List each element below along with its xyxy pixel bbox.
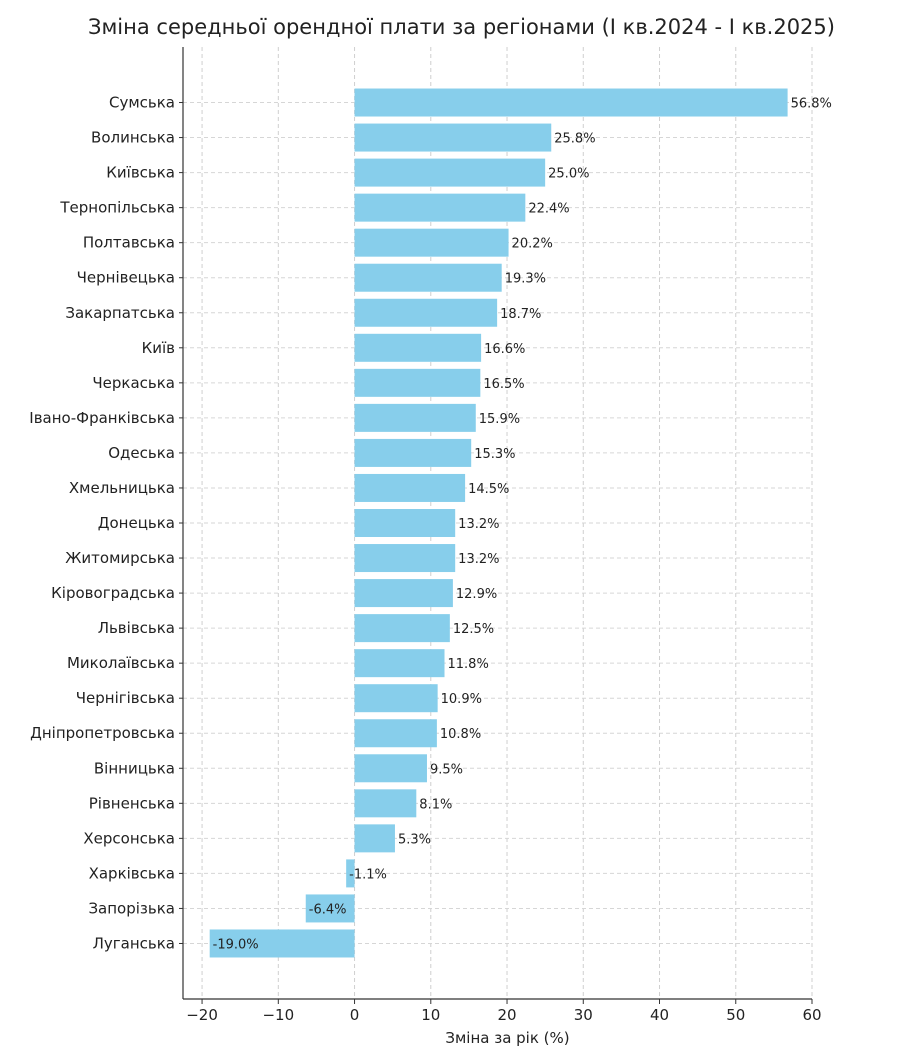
chart-title: Зміна середньої орендної плати за регіон… bbox=[88, 15, 835, 39]
data-label: 8.1% bbox=[419, 797, 452, 812]
bar bbox=[305, 894, 355, 923]
x-tick-label: 20 bbox=[497, 1006, 516, 1024]
category-label: Херсонська bbox=[83, 829, 175, 847]
bar bbox=[354, 403, 476, 432]
category-label: Волинська bbox=[91, 129, 175, 147]
category-label: Чернігівська bbox=[76, 689, 175, 707]
bar bbox=[354, 789, 417, 818]
data-label: 13.2% bbox=[458, 517, 499, 532]
data-label: -6.4% bbox=[309, 902, 347, 917]
data-label: 56.8% bbox=[791, 97, 832, 112]
category-label: Сумська bbox=[109, 94, 175, 112]
category-label: Львівська bbox=[98, 619, 175, 637]
bar bbox=[354, 544, 456, 573]
category-label: Вінницька bbox=[94, 759, 175, 777]
category-label: Закарпатська bbox=[65, 304, 175, 322]
data-label: 20.2% bbox=[512, 237, 553, 252]
x-tick-label: 50 bbox=[726, 1006, 745, 1024]
bar bbox=[354, 263, 502, 292]
category-label: Київська bbox=[106, 164, 175, 182]
category-label: Івано-Франківська bbox=[29, 409, 175, 427]
category-label: Запорізька bbox=[88, 899, 175, 917]
data-label: 18.7% bbox=[500, 307, 541, 322]
bar bbox=[354, 754, 427, 783]
data-label: 16.5% bbox=[483, 377, 524, 392]
data-label: 12.9% bbox=[456, 587, 497, 602]
data-label: 14.5% bbox=[468, 482, 509, 497]
data-label: 13.2% bbox=[458, 552, 499, 567]
x-tick-label: 30 bbox=[574, 1006, 593, 1024]
data-label: -19.0% bbox=[213, 937, 259, 952]
data-label: 9.5% bbox=[430, 762, 463, 777]
data-label: 15.9% bbox=[479, 412, 520, 427]
category-label: Рівненська bbox=[89, 794, 175, 812]
bar bbox=[354, 684, 438, 713]
data-label: -1.1% bbox=[349, 867, 387, 882]
x-tick-label: −10 bbox=[262, 1006, 294, 1024]
data-label: 10.9% bbox=[441, 692, 482, 707]
category-label: Харківська bbox=[89, 864, 175, 882]
bar bbox=[354, 228, 509, 257]
bar bbox=[354, 719, 437, 748]
data-label: 10.8% bbox=[440, 727, 481, 742]
category-label: Житомирська bbox=[65, 549, 175, 567]
bar bbox=[354, 579, 453, 608]
category-label: Луганська bbox=[93, 934, 175, 952]
data-label: 25.8% bbox=[554, 132, 595, 147]
category-label: Одеська bbox=[108, 444, 175, 462]
data-label: 12.5% bbox=[453, 622, 494, 637]
bar bbox=[354, 88, 788, 117]
category-label: Тернопільська bbox=[59, 199, 175, 217]
x-tick-label: 60 bbox=[802, 1006, 821, 1024]
x-tick-label: 0 bbox=[350, 1006, 360, 1024]
bar bbox=[354, 123, 552, 152]
category-label: Полтавська bbox=[83, 234, 175, 252]
data-label: 15.3% bbox=[474, 447, 515, 462]
x-tick-label: −20 bbox=[186, 1006, 218, 1024]
bar bbox=[354, 368, 481, 397]
category-label: Кіровоградська bbox=[51, 584, 175, 602]
category-label: Київ bbox=[142, 339, 175, 357]
category-label: Хмельницька bbox=[69, 479, 175, 497]
bar bbox=[354, 824, 395, 853]
data-label: 19.3% bbox=[505, 272, 546, 287]
category-label: Черкаська bbox=[92, 374, 175, 392]
data-label: 22.4% bbox=[528, 202, 569, 217]
data-label: 16.6% bbox=[484, 342, 525, 357]
bar bbox=[354, 333, 482, 362]
data-label: 5.3% bbox=[398, 832, 431, 847]
bar bbox=[354, 158, 546, 187]
category-label: Чернівецька bbox=[77, 269, 175, 287]
x-tick-label: 40 bbox=[650, 1006, 669, 1024]
bar bbox=[354, 193, 526, 222]
bar bbox=[346, 859, 355, 888]
x-axis-title: Зміна за рік (%) bbox=[445, 1029, 569, 1047]
bar bbox=[354, 614, 450, 643]
bar bbox=[354, 298, 498, 327]
bar bbox=[354, 509, 456, 537]
category-label: Миколаївська bbox=[67, 654, 175, 672]
data-label: 11.8% bbox=[448, 657, 489, 672]
data-label: 25.0% bbox=[548, 167, 589, 182]
x-tick-label: 10 bbox=[421, 1006, 440, 1024]
bar bbox=[354, 438, 472, 467]
bar bbox=[209, 929, 355, 958]
bar bbox=[354, 649, 445, 678]
category-label: Донецька bbox=[98, 514, 175, 532]
category-label: Дніпропетровська bbox=[30, 724, 175, 742]
bar bbox=[354, 473, 466, 502]
